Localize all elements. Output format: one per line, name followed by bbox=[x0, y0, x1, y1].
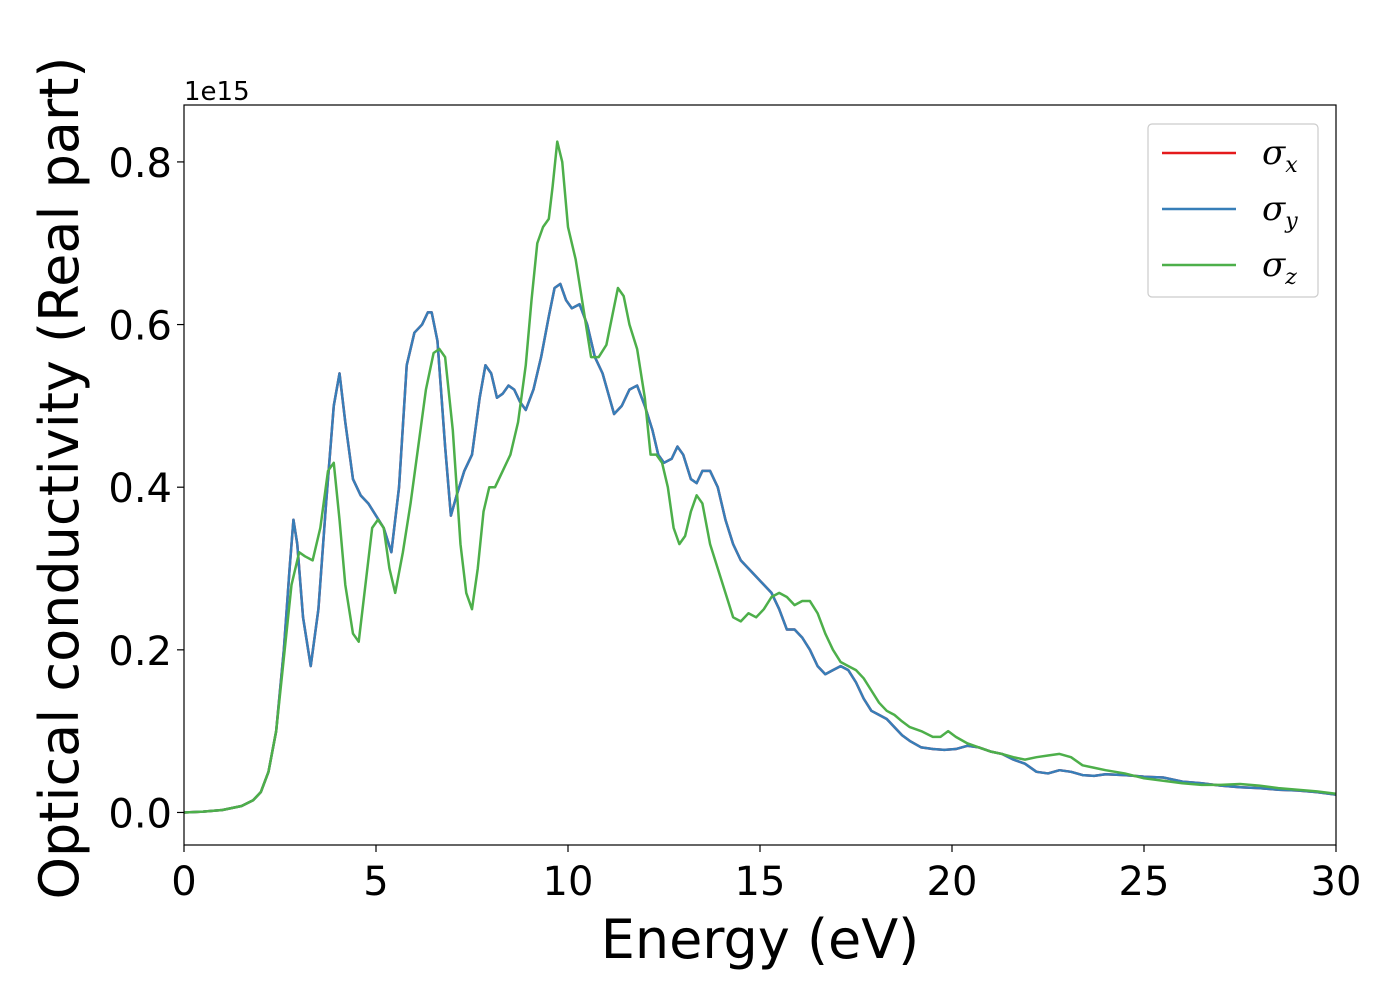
y-tick-label: 0.8 bbox=[108, 141, 172, 187]
x-tick-label: 10 bbox=[543, 859, 594, 905]
y-tick-label: 0.4 bbox=[108, 466, 172, 512]
legend-label-z: σz bbox=[1262, 245, 1297, 290]
y-tick-label: 0.0 bbox=[108, 791, 172, 837]
x-tick-label: 0 bbox=[171, 859, 196, 905]
x-axis-label: Energy (eV) bbox=[601, 908, 920, 971]
x-tick-label: 25 bbox=[1119, 859, 1170, 905]
legend-label-y: σy bbox=[1262, 189, 1298, 234]
legend: σx σy σz bbox=[1147, 123, 1319, 298]
series-line-z bbox=[184, 140, 1336, 814]
y-tick-label: 0.2 bbox=[108, 629, 172, 675]
legend-box bbox=[1147, 123, 1319, 298]
y-tick-label: 0.6 bbox=[108, 304, 172, 350]
series-layer bbox=[184, 140, 1336, 814]
y-axis: 0.0 0.2 0.4 0.6 0.8 bbox=[108, 141, 184, 837]
x-tick-label: 20 bbox=[927, 859, 978, 905]
y-axis-label: Optical conductivity (Real part) bbox=[28, 57, 91, 900]
x-tick-label: 30 bbox=[1311, 859, 1362, 905]
x-axis: 0 5 10 15 20 25 30 bbox=[171, 845, 1361, 905]
y-offset-label: 1e15 bbox=[184, 77, 250, 107]
legend-label-x: σx bbox=[1262, 133, 1298, 178]
x-tick-label: 5 bbox=[363, 859, 388, 905]
x-tick-label: 15 bbox=[735, 859, 786, 905]
